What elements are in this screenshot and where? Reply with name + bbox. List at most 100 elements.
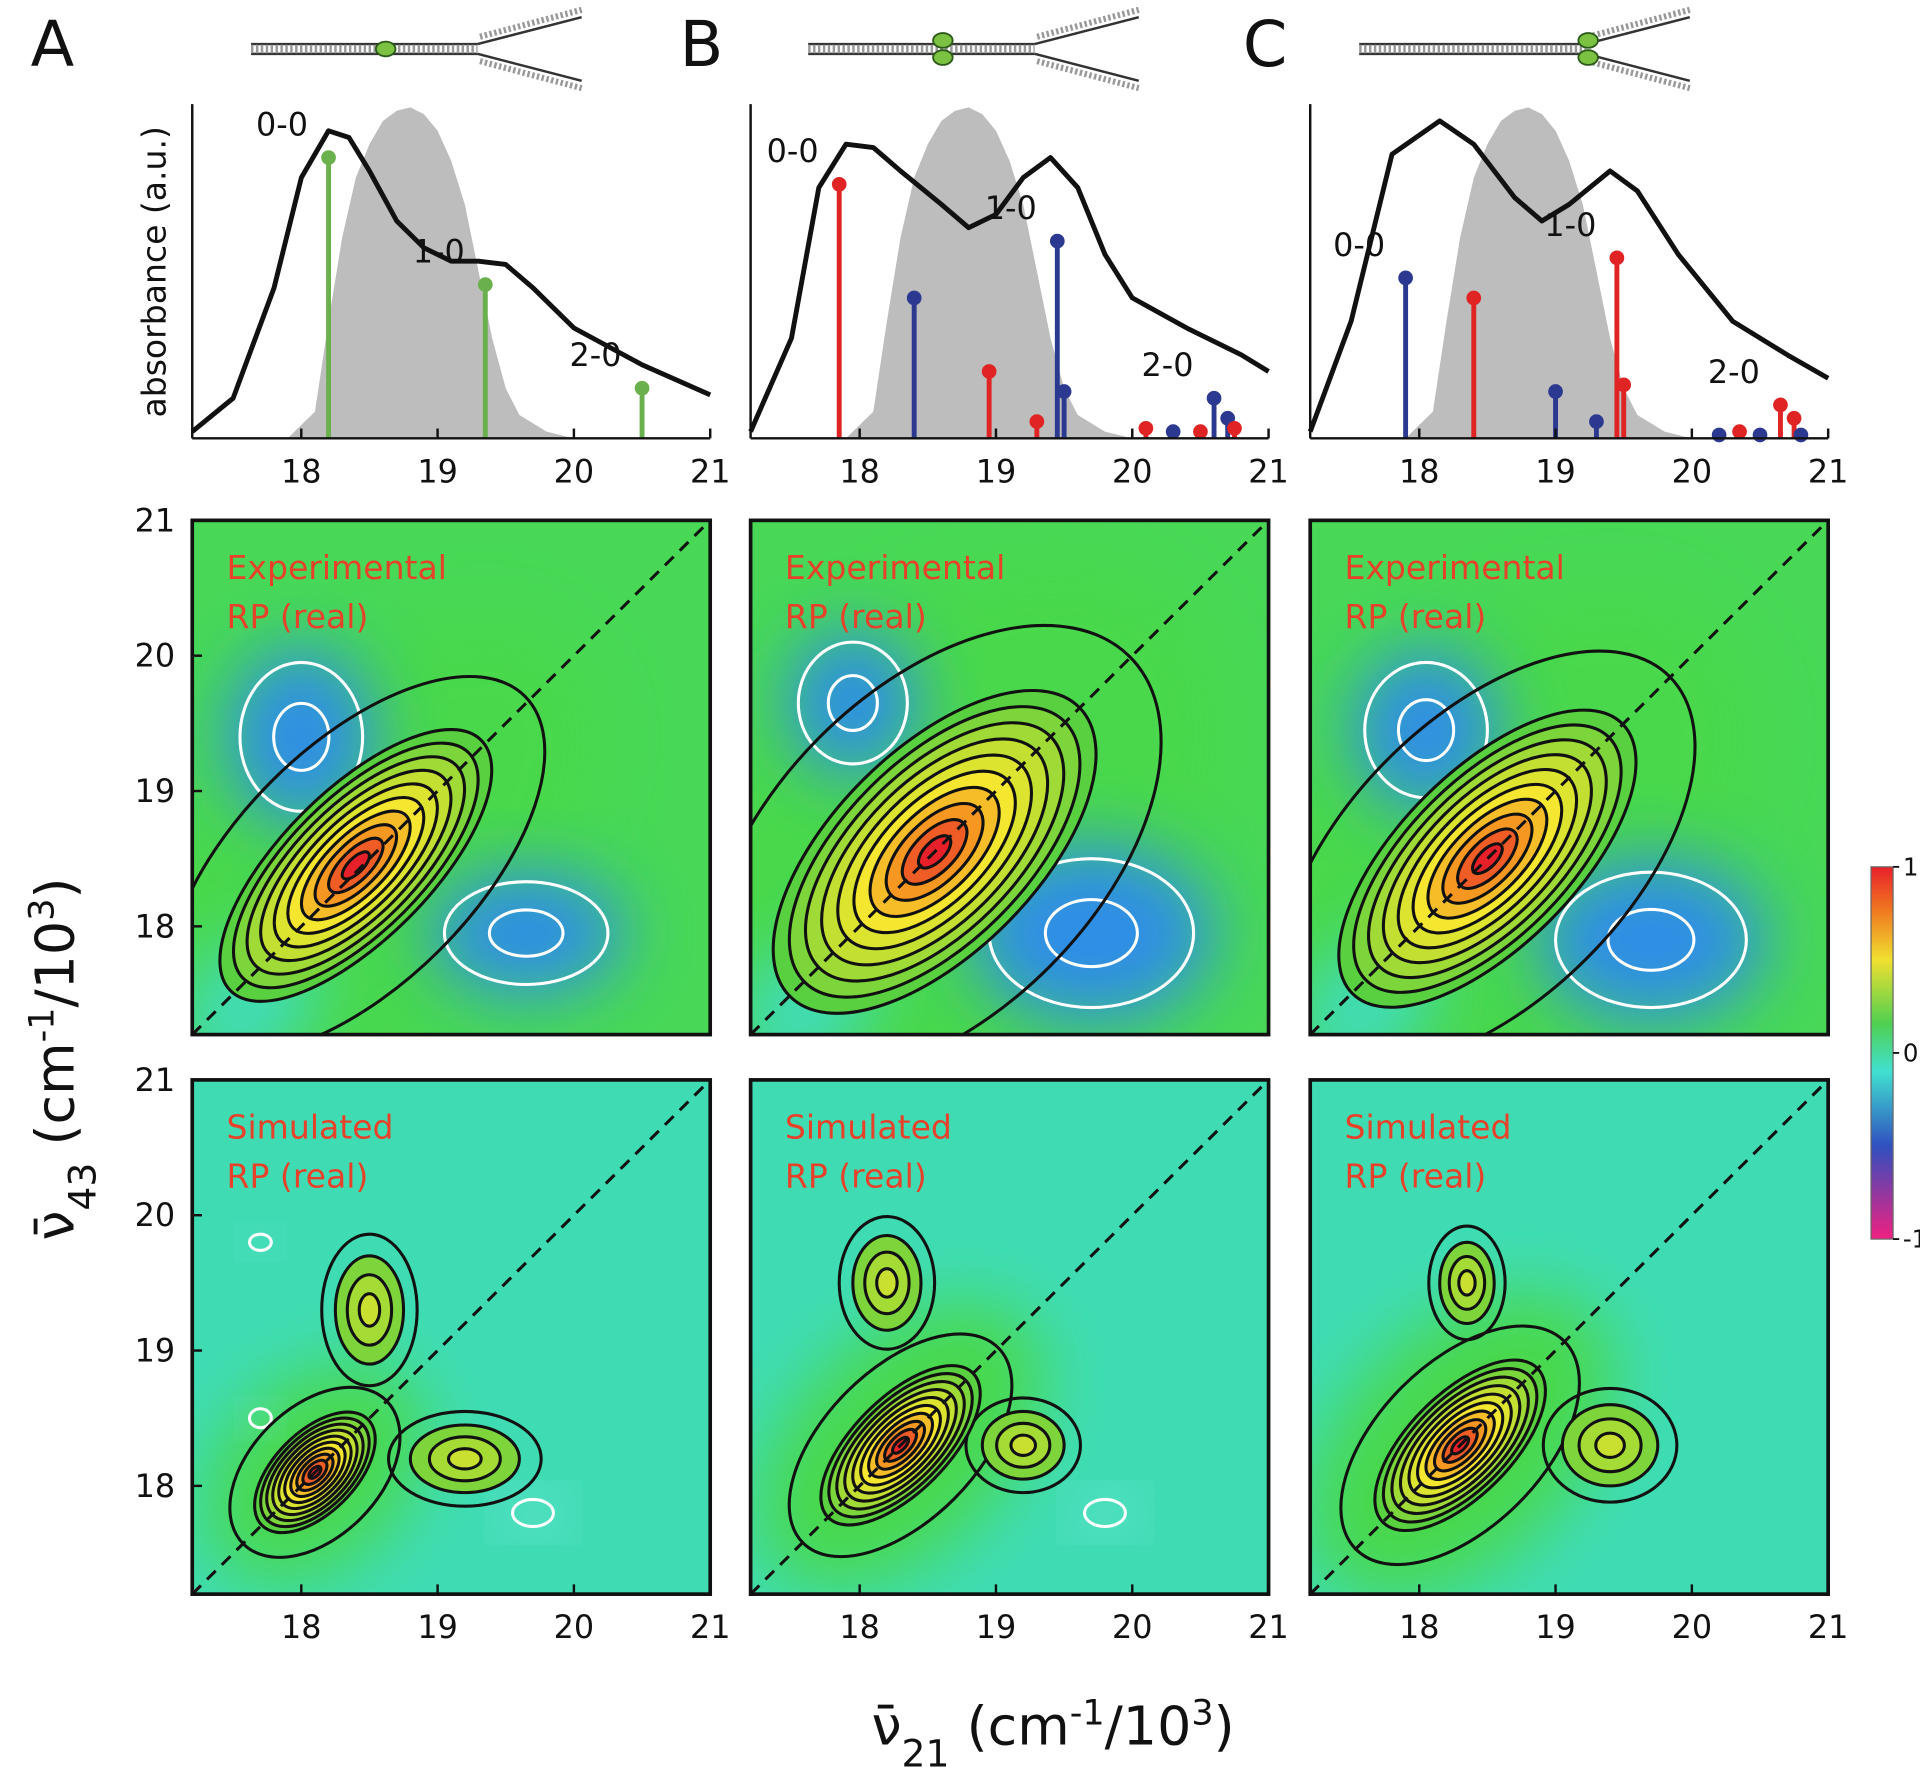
x-tick-label: 20 bbox=[554, 452, 595, 490]
stem-head bbox=[1732, 424, 1747, 439]
contour-map bbox=[750, 1079, 1269, 1595]
dna-arm bbox=[1585, 15, 1691, 46]
x-tick-label: 20 bbox=[1672, 1608, 1713, 1646]
negative-contour bbox=[238, 660, 365, 813]
map-annotation: Simulated bbox=[1344, 1108, 1511, 1147]
contour-map bbox=[1310, 1079, 1829, 1595]
peak-label: 1-0 bbox=[413, 233, 465, 271]
diagonal bbox=[750, 1079, 1269, 1595]
dye bbox=[1577, 49, 1599, 66]
negative-contour bbox=[1396, 698, 1456, 763]
dna-icon bbox=[1359, 6, 1691, 92]
dna-arm bbox=[477, 52, 582, 82]
map-annotation: RP (real) bbox=[785, 1157, 927, 1196]
y-tick-label: 18 bbox=[135, 907, 176, 945]
x-tick-label: 21 bbox=[1248, 452, 1289, 490]
label-part: /10 bbox=[1105, 1695, 1192, 1758]
map-annotation: RP (real) bbox=[227, 597, 369, 636]
negative-contour bbox=[247, 1407, 273, 1430]
x-tick-label: 19 bbox=[417, 452, 458, 490]
label-part: (cm bbox=[23, 1042, 86, 1162]
contour-level bbox=[1457, 1269, 1477, 1297]
absorbance-curve bbox=[190, 128, 712, 434]
map-annotation: Experimental bbox=[1344, 548, 1564, 587]
contour-map bbox=[750, 520, 1269, 1035]
dna-icon bbox=[251, 6, 583, 92]
label-part: -1 bbox=[1070, 1694, 1105, 1734]
negative-region bbox=[508, 1496, 558, 1530]
stem-head bbox=[1227, 420, 1242, 436]
map-annotation: Simulated bbox=[785, 1108, 952, 1147]
contour-map bbox=[192, 520, 711, 1035]
x-axis-label: ν̄21 (cm-1/103) bbox=[871, 1694, 1234, 1768]
stem-head bbox=[1711, 427, 1727, 443]
stem-head bbox=[1786, 410, 1802, 426]
y-tick-label: 20 bbox=[135, 1196, 176, 1234]
dna-arm bbox=[1034, 15, 1140, 46]
negative-contour bbox=[1083, 1497, 1127, 1529]
x-tick-label: 21 bbox=[1808, 1608, 1849, 1646]
contour-level bbox=[1009, 1433, 1038, 1457]
diagonal bbox=[192, 520, 711, 1035]
negative-contour bbox=[272, 701, 331, 772]
peak-label: 2-0 bbox=[1142, 346, 1194, 384]
stem-head bbox=[1206, 390, 1222, 406]
stem-head bbox=[1548, 384, 1563, 399]
x-tick-label: 18 bbox=[1399, 1608, 1440, 1646]
absorbance-curve bbox=[1307, 118, 1830, 433]
dye bbox=[375, 40, 397, 58]
contour-line bbox=[1541, 1386, 1679, 1504]
stem-head bbox=[981, 364, 997, 379]
absorbance-curve bbox=[748, 141, 1270, 433]
colorbar-tick-label: -1 bbox=[1903, 1225, 1920, 1254]
x-tick-label: 18 bbox=[839, 1608, 880, 1646]
contour-line bbox=[750, 623, 1163, 1035]
dna-arm bbox=[1034, 52, 1140, 82]
x-tick-label: 18 bbox=[281, 1608, 322, 1646]
y-tick-label: 18 bbox=[135, 1467, 176, 1505]
diagonal bbox=[192, 1079, 711, 1595]
x-tick-label: 19 bbox=[976, 1608, 1017, 1646]
stem-head bbox=[1056, 384, 1072, 399]
y-tick-label: 21 bbox=[135, 1061, 176, 1099]
x-tick-label: 20 bbox=[1112, 1608, 1153, 1646]
negative-contour bbox=[487, 908, 565, 958]
label-part: /10 bbox=[23, 921, 86, 1008]
map-annotation: RP (real) bbox=[785, 597, 927, 636]
label-part: 3 bbox=[22, 899, 62, 921]
contour-line bbox=[192, 674, 547, 1035]
panel-letter: A bbox=[31, 8, 75, 82]
peak-label: 2-0 bbox=[570, 336, 622, 374]
label-part: ν̄ bbox=[871, 1695, 901, 1758]
label-part: ) bbox=[23, 878, 86, 899]
x-tick-label: 19 bbox=[1535, 452, 1576, 490]
dye bbox=[1577, 32, 1599, 49]
x-tick-label: 18 bbox=[839, 452, 880, 490]
diagonal bbox=[1310, 520, 1829, 1035]
stem-head bbox=[1049, 233, 1065, 249]
stem-head bbox=[477, 277, 493, 292]
laser-spectrum bbox=[287, 107, 574, 439]
x-tick-label: 21 bbox=[690, 452, 731, 490]
map-annotation: Experimental bbox=[227, 548, 447, 587]
map-annotation: Experimental bbox=[785, 548, 1005, 587]
colorbar bbox=[1870, 866, 1894, 1240]
y-tick-label: 19 bbox=[135, 1332, 176, 1370]
negative-contour bbox=[442, 880, 610, 987]
negative-contour bbox=[796, 640, 909, 766]
dye bbox=[932, 49, 954, 66]
stem-head bbox=[1609, 250, 1625, 266]
stem-head bbox=[1616, 377, 1632, 393]
contour-line bbox=[320, 1232, 419, 1388]
y-axis-label: absorbance (a.u.) bbox=[134, 126, 173, 417]
contour-map bbox=[1310, 520, 1829, 1035]
contour-level bbox=[875, 1267, 899, 1299]
x-tick-label: 19 bbox=[976, 452, 1017, 490]
colorbar-tick-label: 1 bbox=[1903, 852, 1919, 881]
stem-head bbox=[1029, 414, 1045, 429]
negative-contour bbox=[1606, 907, 1696, 972]
stem-head bbox=[1589, 414, 1604, 429]
dna-arm bbox=[1585, 52, 1691, 82]
diagonal bbox=[1310, 1079, 1829, 1595]
